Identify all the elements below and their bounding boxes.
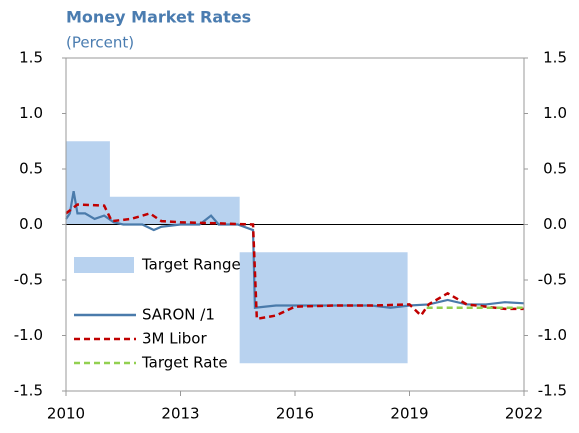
y-tick-label: -1.0 — [14, 326, 43, 344]
y-tick-label: 0.5 — [19, 160, 43, 178]
x-tick-label: 2016 — [276, 405, 314, 423]
legend-label: 3M Libor — [142, 330, 207, 348]
x-tick-label: 2022 — [505, 405, 543, 423]
y2-tick-label: -0.5 — [538, 271, 567, 289]
x-tick-label: 2019 — [390, 405, 428, 423]
legend-label: Target Rate — [141, 354, 228, 372]
chart-subtitle: (Percent) — [66, 34, 134, 52]
y2-tick-label: 0.0 — [543, 215, 567, 233]
series-line — [65, 203, 524, 321]
y-tick-label: 1.0 — [19, 104, 43, 122]
x-tick-label: 2013 — [161, 405, 199, 423]
y2-tick-label: 1.0 — [543, 104, 567, 122]
y-tick-label: -1.5 — [14, 382, 43, 400]
y-tick-label: 0.0 — [19, 215, 43, 233]
y2-tick-label: 0.5 — [543, 160, 567, 178]
target-range-band — [66, 141, 408, 364]
y2-tick-label: 1.5 — [543, 49, 567, 67]
y2-tick-label: -1.5 — [538, 382, 567, 400]
legend-swatch — [74, 257, 134, 273]
y2-tick-label: -1.0 — [538, 326, 567, 344]
chart-title: Money Market Rates — [66, 8, 251, 27]
y-tick-label: 1.5 — [19, 49, 43, 67]
y-tick-label: -0.5 — [14, 271, 43, 289]
x-tick-label: 2010 — [47, 405, 85, 423]
legend-label: Target Range — [141, 256, 241, 274]
legend-label: SARON /1 — [142, 306, 215, 324]
